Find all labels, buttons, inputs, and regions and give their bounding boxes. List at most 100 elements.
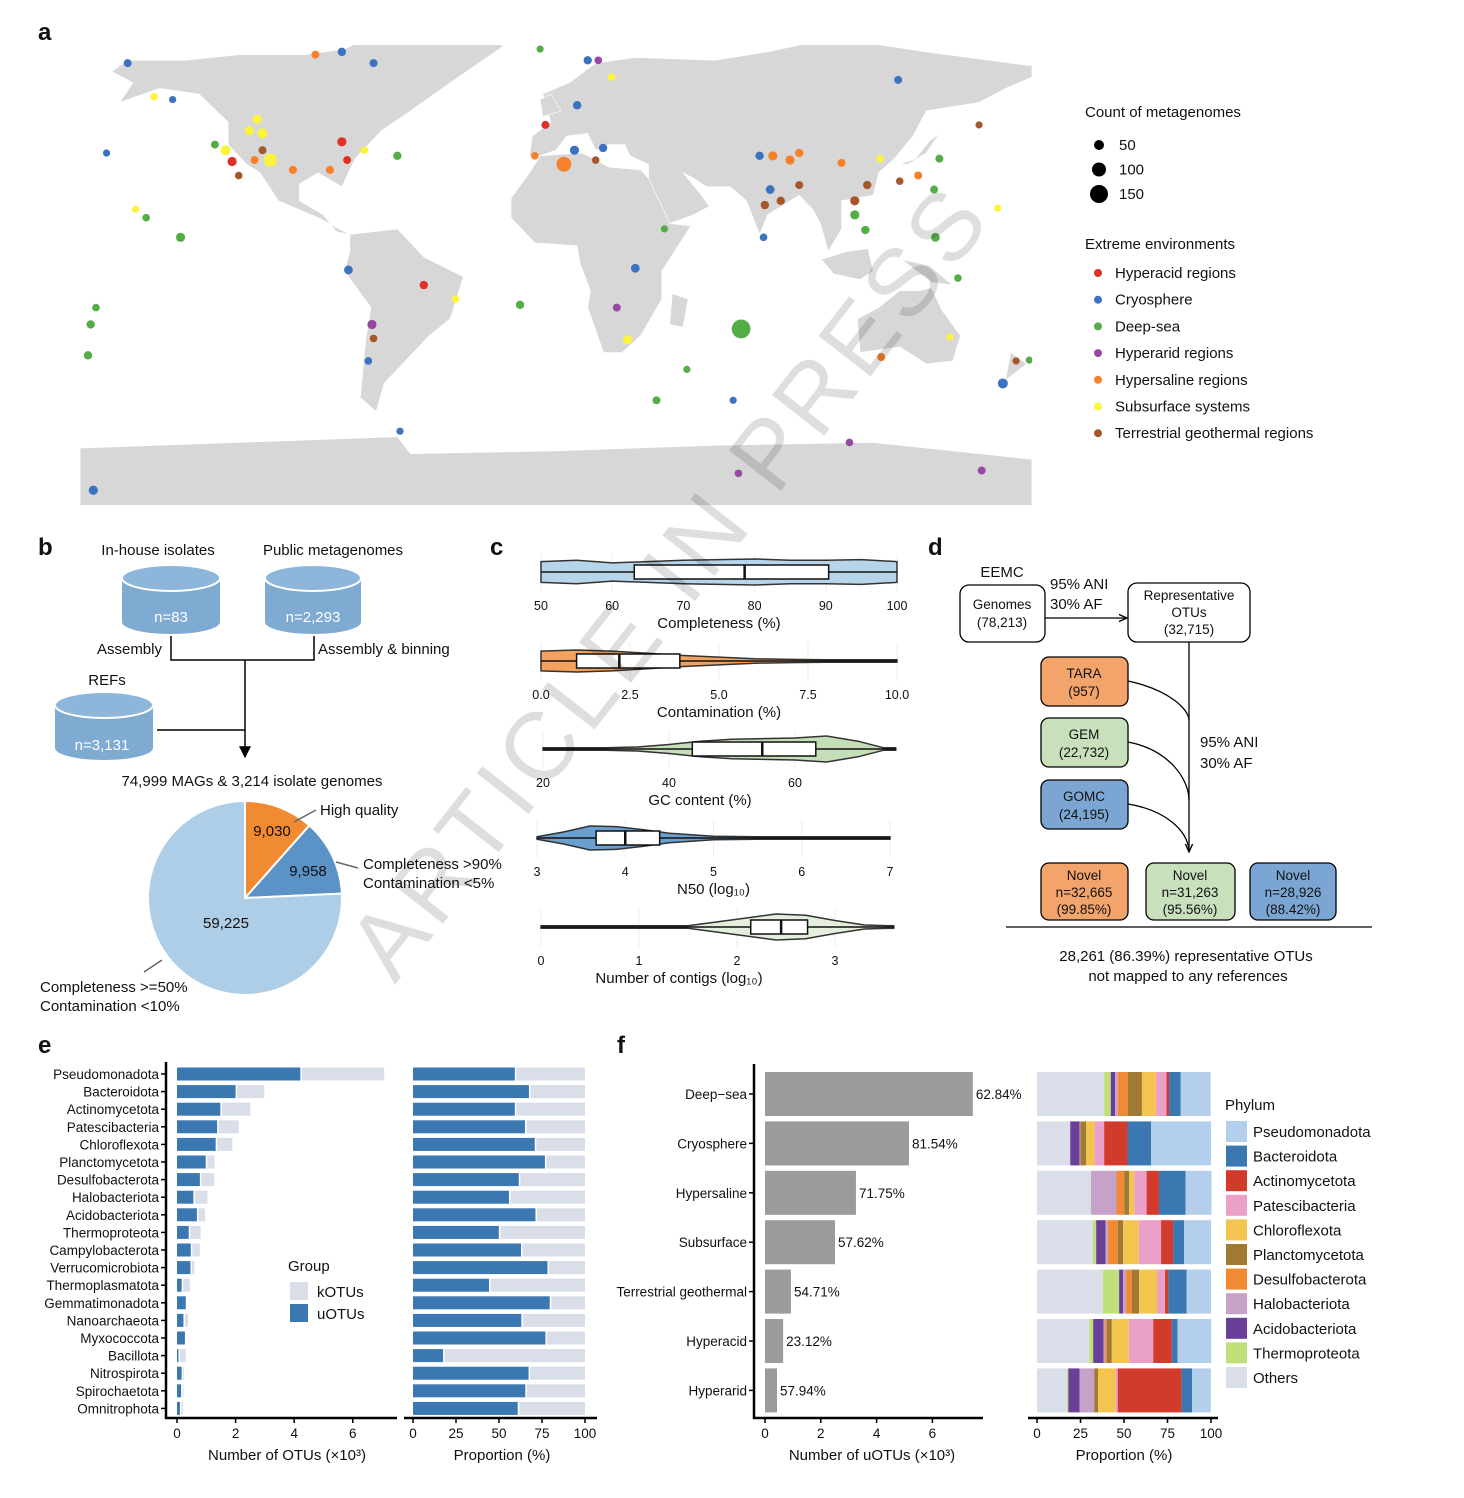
prop-segment [1116, 1170, 1125, 1215]
medium-quality-label-1: Completeness >90% [363, 856, 502, 873]
tick-label: 2 [734, 954, 741, 968]
map-point [396, 427, 404, 435]
tick-label: 0 [1033, 1426, 1041, 1441]
map-point [572, 101, 582, 110]
af-threshold-2: 30% AF [1200, 755, 1253, 772]
tick-label: 2 [232, 1426, 240, 1441]
category-label: Patescibacteria [67, 1120, 160, 1135]
legend-label: Pseudomonadota [1253, 1124, 1371, 1141]
bar-uotus [765, 1072, 973, 1116]
legend-label: Acidobacteriota [1253, 1321, 1357, 1338]
tick-label: 7 [887, 865, 894, 879]
legend-label: Thermoproteota [1253, 1345, 1360, 1362]
panel-label-e: e [38, 1032, 51, 1059]
prop-bar-uotus [413, 1085, 529, 1099]
tick-label: 1 [636, 954, 643, 968]
tick-label: 2.5 [621, 688, 638, 702]
tara-label: TARA [1066, 666, 1101, 681]
public-metagenomes-title: Public metagenomes [263, 542, 403, 559]
axis-title: Number of OTUs (×10³) [208, 1447, 366, 1464]
landmass [899, 133, 940, 165]
category-label: Hyperacid [686, 1334, 747, 1349]
size-legend-dot [1090, 185, 1108, 203]
tick-label: 4 [290, 1426, 298, 1441]
legend-label: Patescibacteria [1253, 1198, 1356, 1215]
axis-title: Proportion (%) [1076, 1447, 1173, 1464]
prop-segment [1180, 1072, 1211, 1116]
map-legend: Count of metagenomes 50 100 150 Extreme envi… [1085, 104, 1313, 442]
public-count: n=2,293 [286, 609, 341, 626]
env-legend-label: Terrestrial geothermal regions [1115, 425, 1313, 442]
category-label: Thermoproteota [63, 1225, 160, 1240]
category-label: Verrucomicrobiota [50, 1261, 159, 1276]
prop-segment [1141, 1072, 1156, 1116]
tara-count: (957) [1068, 684, 1100, 699]
env-legend-label: Cryosphere [1115, 292, 1193, 309]
legend-label: Others [1253, 1370, 1298, 1387]
prop-bar-kotus [530, 1085, 585, 1099]
map-point [169, 96, 177, 104]
map-point [86, 320, 95, 329]
legend-swatch [1226, 1121, 1247, 1142]
prop-bar-uotus [413, 1331, 546, 1345]
prop-bar-kotus [530, 1366, 585, 1380]
category-label: Spirochaetota [76, 1384, 160, 1399]
category-label: Hyperarid [688, 1383, 747, 1398]
prop-segment [1123, 1269, 1127, 1314]
env-legend-dot [1094, 375, 1102, 384]
bar-uotus [177, 1349, 179, 1363]
pie-slice [242, 824, 343, 900]
category-label: Hypersaline [676, 1186, 747, 1201]
prop-segment [1106, 1319, 1112, 1363]
map-point [594, 56, 603, 65]
bar-uotus [177, 1067, 301, 1081]
size-legend-label: 50 [1119, 137, 1136, 154]
prop-bar-kotus [510, 1190, 585, 1204]
prop-segment [1079, 1368, 1095, 1413]
axis-title: Proportion (%) [454, 1447, 551, 1464]
map-point [360, 146, 369, 155]
category-label: Chloroflexota [79, 1137, 159, 1152]
map-point [344, 265, 353, 275]
pie-value-label: 9,958 [289, 863, 327, 880]
env-legend-dot [1094, 429, 1102, 438]
prop-segment [1165, 1269, 1169, 1314]
axis-title: N50 (log₁₀) [677, 881, 750, 898]
map-point [876, 154, 884, 163]
prop-segment [1115, 1368, 1118, 1413]
novel-gomc-percent: (88.42%) [1266, 902, 1321, 917]
prop-segment [1173, 1220, 1185, 1265]
prop-bar-uotus [413, 1278, 490, 1292]
assembly-binning-label: Assembly & binning [318, 641, 450, 658]
prop-segment [1037, 1368, 1067, 1413]
legend-swatch-uotus [290, 1304, 308, 1322]
prop-segment [1103, 1269, 1120, 1314]
tick-label: 0 [761, 1426, 769, 1441]
map-point [210, 140, 219, 149]
map-point [343, 156, 352, 165]
category-label: Bacteroidota [83, 1085, 159, 1100]
map-point [541, 120, 550, 129]
map-point [369, 334, 378, 343]
landmass [806, 242, 874, 280]
map-point [760, 200, 770, 210]
prop-segment [1131, 1269, 1140, 1314]
data-label: 62.84% [976, 1087, 1022, 1102]
box [633, 564, 830, 580]
size-legend-dot [1094, 140, 1104, 150]
map-point [1025, 356, 1032, 364]
bar-kotus [191, 1261, 195, 1275]
world-map [80, 45, 1032, 505]
prop-segment [1155, 1072, 1167, 1116]
low-quality-label-1: Completeness >=50% [40, 979, 188, 996]
prop-bar-kotus [516, 1067, 585, 1081]
map-point [556, 156, 572, 172]
bar-kotus [218, 1120, 239, 1134]
map-point [993, 204, 1002, 212]
prop-segment [1158, 1170, 1186, 1215]
ani-threshold-2: 95% ANI [1200, 734, 1258, 751]
tick-label: 25 [448, 1426, 463, 1441]
bar-uotus [177, 1313, 184, 1327]
category-label: Nitrospirota [90, 1366, 160, 1381]
